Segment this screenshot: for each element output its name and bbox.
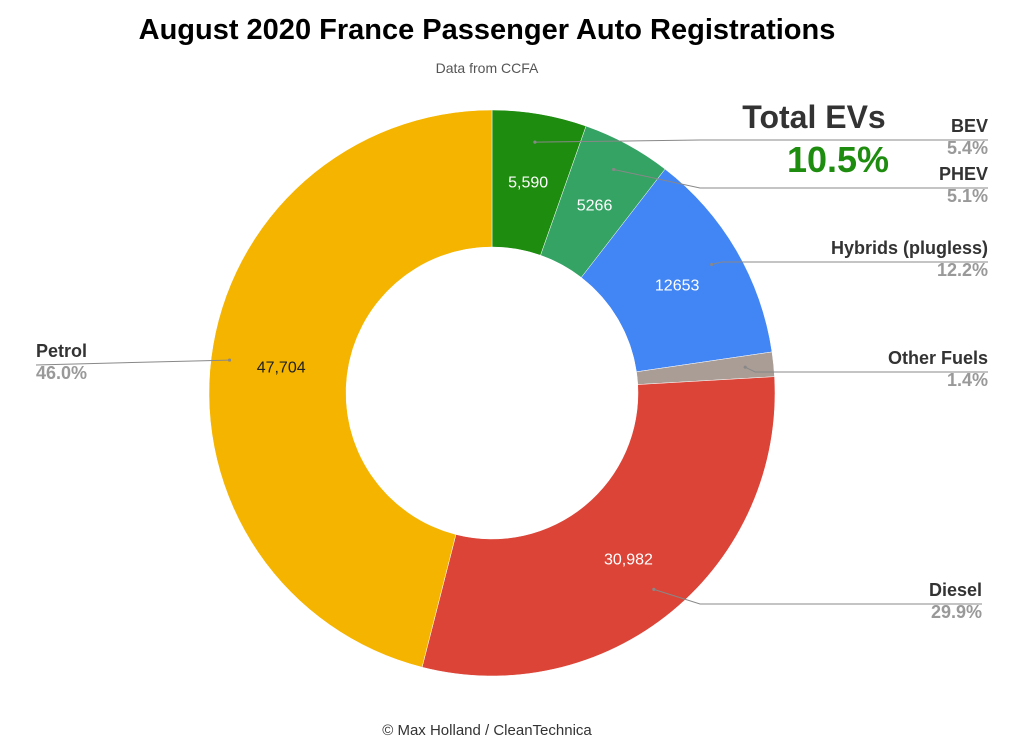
- value-label-hybrids-plugless: 12653: [655, 278, 700, 295]
- leader-line-phev: [613, 168, 988, 189]
- value-label-petrol: 47,704: [257, 359, 306, 376]
- slice-diesel: [421, 376, 776, 677]
- category-label-other-fuels: Other Fuels: [888, 348, 988, 368]
- chart-subtitle: Data from CCFA: [435, 60, 539, 76]
- leader-line-bev: [534, 139, 988, 143]
- leader-line-diesel: [653, 588, 982, 605]
- leader-line-other-fuels: [744, 366, 988, 373]
- percent-label-petrol: 46.0%: [36, 363, 87, 383]
- category-label-hybrids-plugless: Hybrids (plugless): [831, 238, 988, 258]
- leader-line-hybrids-plugless: [711, 261, 988, 266]
- slices-group: [208, 109, 776, 677]
- percent-label-hybrids-plugless: 12.2%: [937, 260, 988, 280]
- value-label-diesel: 30,982: [604, 552, 653, 569]
- category-label-diesel: Diesel: [929, 580, 982, 600]
- category-label-phev: PHEV: [939, 164, 988, 184]
- percent-label-other-fuels: 1.4%: [947, 370, 988, 390]
- value-label-bev: 5,590: [508, 175, 548, 192]
- total-evs-annotation: Total EVs 10.5%: [742, 99, 889, 180]
- total-evs-value: 10.5%: [787, 139, 889, 180]
- percent-label-diesel: 29.9%: [931, 602, 982, 622]
- leader-line-petrol: [35, 359, 230, 366]
- percent-label-bev: 5.4%: [947, 138, 988, 158]
- total-evs-heading: Total EVs: [742, 99, 885, 135]
- value-label-phev: 5266: [577, 198, 613, 215]
- category-label-petrol: Petrol: [36, 341, 87, 361]
- percent-label-phev: 5.1%: [947, 186, 988, 206]
- category-label-bev: BEV: [951, 116, 988, 136]
- leader-lines-group: [35, 139, 988, 605]
- chart-footer: © Max Holland / CleanTechnica: [382, 722, 592, 739]
- chart-title: August 2020 France Passenger Auto Regist…: [138, 14, 836, 46]
- slice-petrol: [208, 109, 493, 668]
